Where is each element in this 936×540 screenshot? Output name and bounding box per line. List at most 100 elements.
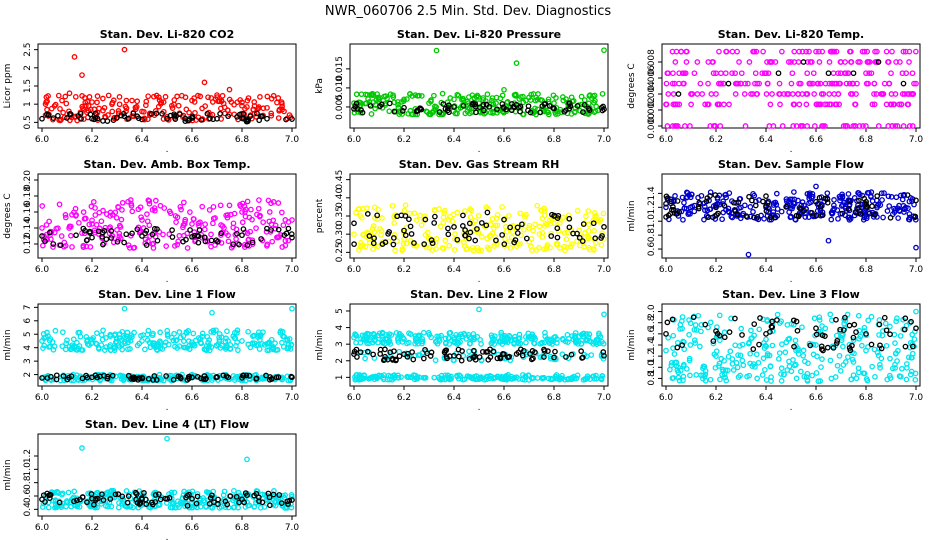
data-point (791, 362, 798, 369)
data-point (142, 346, 148, 353)
data-point (747, 360, 753, 367)
data-point (210, 116, 216, 123)
data-point (146, 339, 153, 346)
y-tick-label: 5 (335, 308, 345, 314)
data-point (513, 60, 520, 66)
data-point (409, 349, 415, 355)
data-point (139, 375, 146, 382)
data-point (826, 80, 833, 87)
data-point (893, 318, 900, 325)
data-point (748, 327, 754, 334)
data-point (855, 190, 861, 196)
data-point (208, 231, 214, 238)
data-point (585, 334, 592, 340)
data-point (681, 199, 687, 206)
data-point (210, 204, 217, 210)
data-point (884, 208, 891, 214)
data-point (236, 499, 242, 506)
data-point (245, 502, 251, 509)
data-point (406, 339, 412, 346)
data-point (160, 377, 167, 384)
data-point (872, 373, 878, 380)
data-point (484, 209, 491, 216)
data-point (498, 329, 505, 336)
data-point (763, 70, 769, 77)
data-point (586, 221, 592, 228)
data-point (125, 493, 132, 500)
data-point (209, 492, 215, 499)
data-point (506, 212, 512, 219)
data-point (707, 376, 714, 383)
x-tick-label: 6.0 (347, 135, 362, 145)
data-point (45, 504, 52, 511)
data-point (91, 116, 97, 123)
data-point (913, 325, 919, 332)
data-point (901, 191, 907, 198)
data-point (564, 229, 571, 236)
data-point (279, 244, 286, 250)
data-point (764, 59, 770, 65)
data-point (763, 91, 770, 97)
data-point (367, 102, 374, 109)
data-point (130, 504, 136, 511)
data-point (699, 91, 706, 97)
data-point (585, 234, 592, 240)
data-point (262, 375, 268, 382)
data-point (763, 377, 770, 383)
data-point (161, 205, 168, 211)
data-point (521, 226, 527, 233)
data-point (527, 243, 534, 250)
data-point (160, 231, 166, 238)
data-point (432, 213, 438, 220)
data-point (284, 345, 291, 352)
data-point (462, 232, 468, 239)
data-point (492, 374, 499, 381)
data-point (757, 315, 763, 321)
data-point (890, 101, 897, 108)
data-point (746, 372, 753, 379)
data-point (414, 375, 421, 382)
data-point (257, 94, 263, 100)
data-point (725, 353, 732, 360)
data-point (389, 202, 396, 209)
data-point (901, 91, 908, 97)
data-point (858, 342, 865, 349)
data-point (217, 202, 224, 209)
data-point (816, 59, 823, 65)
data-point (796, 48, 803, 55)
data-point (146, 222, 153, 229)
data-point (351, 351, 357, 357)
data-point (566, 376, 572, 382)
data-point (283, 116, 289, 123)
data-point (408, 231, 415, 237)
data-point (285, 237, 292, 244)
data-point (69, 211, 75, 218)
data-point (129, 97, 135, 104)
data-point (353, 346, 360, 353)
data-point (756, 80, 762, 87)
data-point (270, 491, 277, 498)
data-point (175, 373, 182, 380)
data-point (722, 374, 729, 381)
data-point (816, 317, 823, 323)
data-point (721, 101, 727, 108)
data-point (502, 236, 508, 242)
data-point (687, 342, 694, 348)
data-point (226, 86, 233, 93)
data-point (843, 80, 850, 87)
data-point (670, 204, 676, 210)
data-point (101, 372, 107, 379)
y-tick-label: 0.40 (335, 188, 345, 208)
data-point (413, 108, 420, 115)
data-point (778, 371, 784, 377)
data-point (171, 489, 178, 496)
data-point (130, 113, 137, 120)
panel-title: Stan. Dev. Gas Stream RH (399, 158, 560, 171)
data-point (214, 92, 220, 98)
data-point (118, 376, 125, 382)
data-point (490, 348, 497, 355)
data-point (702, 371, 709, 378)
scatter-points (663, 48, 919, 129)
data-point (732, 70, 738, 77)
